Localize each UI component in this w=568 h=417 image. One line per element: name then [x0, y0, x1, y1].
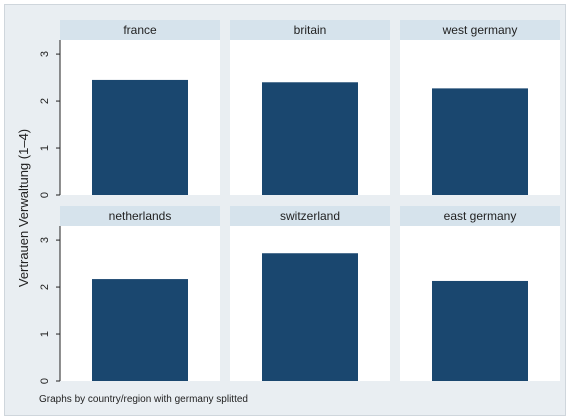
bar [432, 88, 528, 195]
chart-note: Graphs by country/region with germany sp… [39, 394, 248, 405]
y-tick-label: 1 [39, 145, 51, 151]
y-tick-label: 3 [39, 237, 51, 243]
y-tick-label: 0 [39, 378, 51, 384]
bar [262, 253, 358, 381]
y-tick-label: 0 [39, 192, 51, 198]
panel-header [400, 20, 560, 40]
small-multiples-chart: Vertrauen Verwaltung (1–4) france 0 1 2 3 bri… [16, 20, 560, 384]
y-tick-label: 2 [39, 98, 51, 104]
bar [432, 280, 528, 381]
panel-header [60, 206, 220, 226]
panel-title: britain [294, 23, 327, 37]
panel-header [60, 20, 220, 40]
y-axis-label: Vertrauen Verwaltung (1–4) [16, 129, 31, 287]
panel-title: netherlands [109, 209, 172, 223]
chart-figure: Vertrauen Verwaltung (1–4) france 0 1 2 3 bri… [4, 4, 566, 416]
panel-header [400, 206, 560, 226]
panel-title: switzerland [280, 209, 340, 223]
panel-header [230, 206, 390, 226]
y-tick-label: 1 [39, 331, 51, 337]
y-tick-label: 2 [39, 284, 51, 290]
panel-header [230, 20, 390, 40]
bar [92, 79, 188, 195]
y-tick-label: 3 [39, 51, 51, 57]
panel-title: france [123, 23, 157, 37]
bar [262, 82, 358, 195]
panel-title: west germany [442, 23, 518, 37]
bar [92, 279, 188, 381]
panel-title: east germany [444, 209, 517, 223]
